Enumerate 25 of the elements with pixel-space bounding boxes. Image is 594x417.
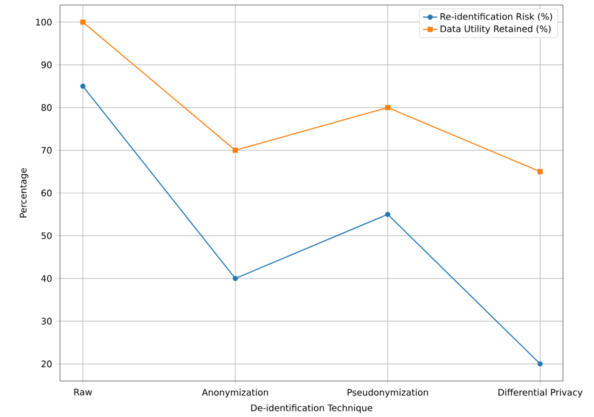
point xyxy=(80,20,86,25)
y-tick-label: 40 xyxy=(41,275,52,282)
point xyxy=(385,212,390,217)
point xyxy=(80,84,86,89)
point xyxy=(232,148,238,153)
y-tick-label: 90 xyxy=(41,61,52,68)
y-tick-label: 70 xyxy=(42,146,52,154)
y-tick-label: 50 xyxy=(42,232,52,240)
point xyxy=(232,276,238,282)
legend-label: Re-identification Risk (%) xyxy=(440,12,552,21)
y-tick-label: 80 xyxy=(41,104,52,111)
point xyxy=(538,169,543,174)
x-axis-title: De-identification Technique xyxy=(251,404,372,413)
y-tick-label: 30 xyxy=(42,318,52,325)
y-tick-label: 60 xyxy=(41,190,52,196)
x-tick-label: Anonymization xyxy=(202,388,268,398)
x-tick-label: Differential Privacy xyxy=(498,388,582,398)
y-tick-label: 100 xyxy=(36,18,52,26)
x-tick-label: Raw xyxy=(74,388,92,396)
x-tick-label: Pseudonymization xyxy=(348,388,428,398)
point xyxy=(385,104,390,110)
y-axis-title: Percentage xyxy=(20,168,28,218)
legend-label: Data Utility Retained (%) xyxy=(440,25,551,34)
y-tick-label: 20 xyxy=(41,360,52,368)
point xyxy=(538,361,543,366)
